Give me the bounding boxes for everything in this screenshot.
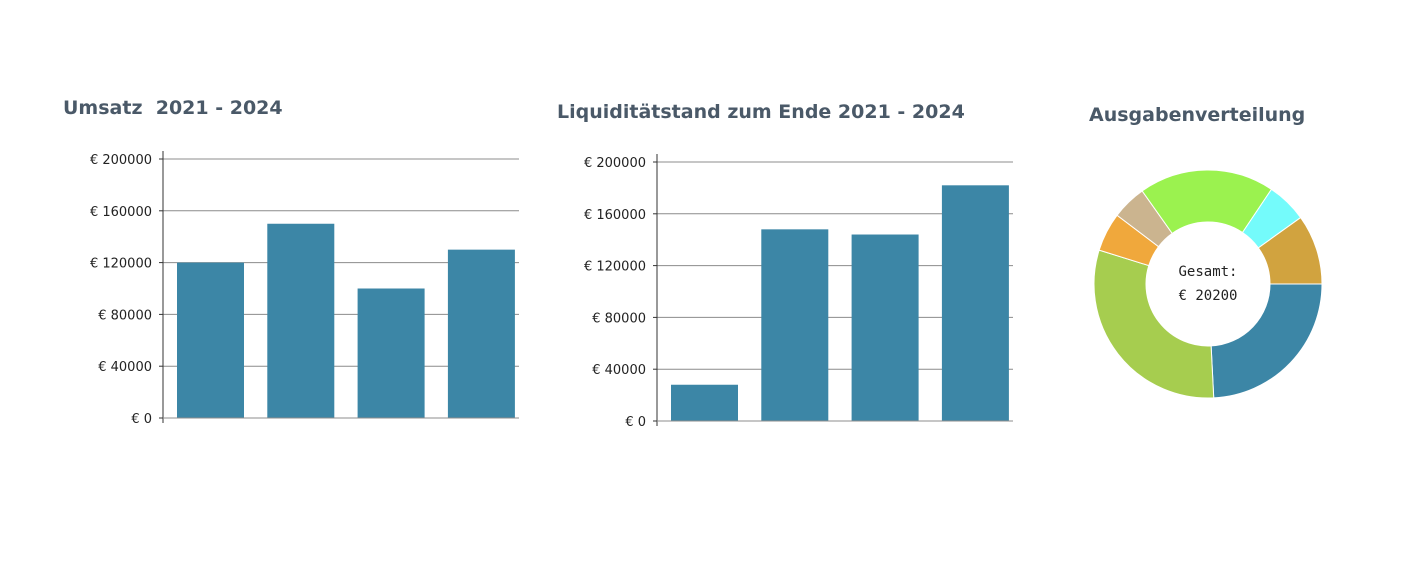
y-tick-label: € 160000 — [584, 208, 646, 223]
y-tick-label: € 0 — [625, 415, 646, 430]
y-tick-label: € 200000 — [584, 156, 646, 171]
umsatz-bar-chart: € 0 € 40000 € 80000 € 120000 € 160000 € 20000… — [90, 151, 519, 427]
bar-2023 — [357, 288, 425, 418]
bar-2023 — [851, 234, 919, 421]
bar-2024 — [941, 185, 1009, 421]
donut-center-value: € 20200 — [1178, 288, 1237, 304]
liquiditaet-bar-chart: € 0 € 40000 € 80000 € 120000 € 160000 € 20000… — [584, 154, 1013, 430]
chart-title-umsatz: Umsatz 2021 - 2024 — [63, 97, 283, 119]
donut-slice-0 — [1210, 283, 1323, 399]
ausgaben-donut-chart: Gesamt: € 20200 — [1093, 169, 1323, 399]
y-tick-label: € 120000 — [90, 257, 152, 272]
y-tick-label: € 40000 — [592, 363, 646, 378]
chart-title-ausgaben: Ausgabenverteilung — [1089, 104, 1306, 126]
y-tick-label: € 40000 — [98, 360, 152, 375]
y-tick-label: € 80000 — [592, 311, 646, 326]
y-tick-label: € 80000 — [98, 308, 152, 323]
bar-2022 — [267, 223, 335, 418]
donut-slice-6 — [1257, 216, 1323, 285]
bar-2022 — [761, 229, 829, 421]
bar-2024 — [447, 249, 515, 418]
chart-title-liquiditaet: Liquiditätstand zum Ende 2021 - 2024 — [557, 101, 965, 123]
y-tick-label: € 200000 — [90, 153, 152, 168]
bar-2021 — [671, 384, 738, 421]
y-tick-label: € 120000 — [584, 260, 646, 275]
donut-slice-1 — [1093, 249, 1215, 399]
donut-center-label: Gesamt: — [1178, 264, 1237, 280]
y-tick-label: € 0 — [131, 412, 152, 427]
bar-2021 — [177, 262, 244, 418]
y-tick-label: € 160000 — [90, 205, 152, 220]
